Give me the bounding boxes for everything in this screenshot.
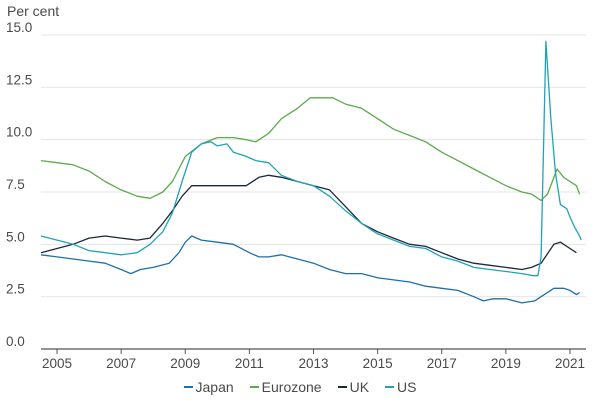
legend-swatch-japan: [183, 386, 193, 388]
legend: Japan Eurozone UK US: [0, 379, 600, 395]
y-tick-labels: 0.0 2.5 5.0 7.5 10.0 12.5 15.0: [6, 20, 32, 349]
legend-item-eurozone: Eurozone: [249, 379, 322, 395]
y-tick-label: 12.5: [6, 72, 32, 87]
line-chart: 0.0 2.5 5.0 7.5 10.0 12.5 15.0 2005 2007 2009 201…: [6, 20, 586, 371]
x-tick-label: 2015: [363, 356, 393, 371]
legend-item-uk: UK: [337, 379, 370, 395]
x-tick-label: 2007: [106, 356, 136, 371]
legend-label-uk: UK: [349, 379, 370, 395]
y-tick-label: 0.0: [6, 334, 25, 349]
x-tick-label: 2013: [298, 356, 328, 371]
legend-label-us: US: [397, 379, 417, 395]
y-tick-label: 2.5: [6, 282, 25, 297]
y-tick-label: 7.5: [6, 177, 25, 192]
x-tick-label: 2017: [427, 356, 457, 371]
legend-item-us: US: [385, 379, 417, 395]
legend-item-japan: Japan: [183, 379, 234, 395]
series-lines: [40, 40, 582, 304]
x-tick-label: 2009: [170, 356, 200, 371]
y-tick-label: 5.0: [6, 229, 25, 244]
legend-swatch-uk: [337, 386, 347, 388]
legend-swatch-eurozone: [249, 386, 259, 388]
series-line-eurozone: [40, 97, 581, 202]
y-tick-label: 15.0: [6, 20, 32, 35]
x-tick-labels: 2005 2007 2009 2011 2013 2015 2017 2019 2021: [42, 349, 585, 371]
x-tick-label: 2005: [42, 356, 72, 371]
legend-label-eurozone: Eurozone: [261, 379, 322, 395]
legend-label-japan: Japan: [195, 379, 234, 395]
x-tick-label: 2021: [555, 356, 585, 371]
y-axis-unit-label: Per cent: [7, 3, 60, 19]
x-tick-label: 2011: [235, 356, 264, 371]
series-line-us: [40, 40, 582, 277]
y-tick-label: 10.0: [6, 125, 32, 140]
grid-lines: [41, 34, 586, 350]
x-tick-label: 2019: [491, 356, 521, 371]
series-line-japan: [40, 235, 580, 304]
legend-swatch-us: [385, 386, 395, 388]
